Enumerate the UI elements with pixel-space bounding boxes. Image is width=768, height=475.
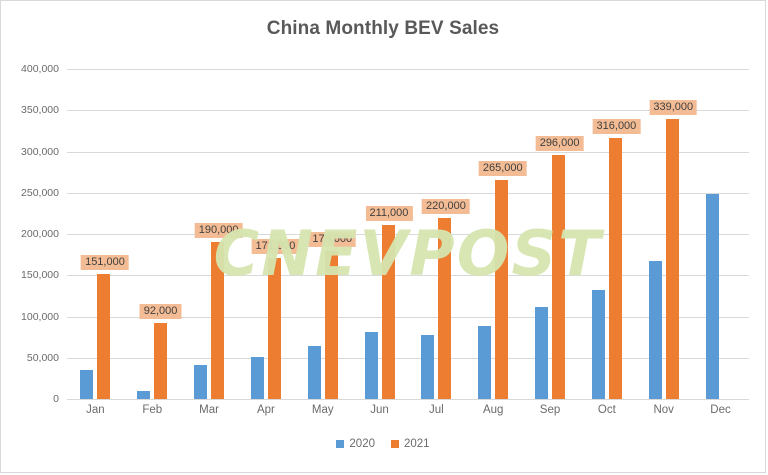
gridline <box>67 275 749 277</box>
bar-2021-may[interactable] <box>324 251 338 399</box>
x-axis-tick-label-jun: Jun <box>370 404 389 416</box>
y-axis-tick-label: 400,000 <box>21 63 59 75</box>
x-axis-tick-label-apr: Apr <box>256 404 275 416</box>
y-axis-tick-label: 150,000 <box>21 269 59 282</box>
gridline <box>67 110 749 112</box>
bar-group-jan: 151,000 <box>67 69 129 399</box>
legend-label-2020: 2020 <box>349 438 375 450</box>
bar-2021-sep[interactable] <box>552 154 566 399</box>
data-label-2021-jun: 211,000 <box>365 205 413 221</box>
gridline <box>67 151 749 153</box>
y-axis-tick-label: 300,000 <box>21 145 59 158</box>
x-axis-tick-label-jan: Jan <box>86 404 105 416</box>
bar-group-jul: 220,000 <box>408 69 470 399</box>
x-axis-line <box>67 399 749 400</box>
bar-2020-mar[interactable] <box>194 365 208 399</box>
x-axis-tick-label-feb: Feb <box>142 404 163 416</box>
data-label-2021-oct: 316,000 <box>592 119 641 135</box>
x-axis-tick-label-dec: Dec <box>710 404 731 416</box>
x-axis-tick-labels: Jan Feb Mar Apr May Jun Jul Aug Sep Oct Nov Dec <box>67 404 749 416</box>
bar-group-jun: 211,000 <box>351 69 413 399</box>
data-label-2021-nov: 339,000 <box>649 100 698 116</box>
bar-group-feb: 92,000 <box>124 69 182 399</box>
bar-2020-jan[interactable] <box>80 370 94 399</box>
bar-2021-oct[interactable] <box>608 138 622 399</box>
bar-group-dec <box>692 69 749 399</box>
bar-2021-jun[interactable] <box>381 224 395 399</box>
x-axis-tick-label-jul: Jul <box>429 404 444 416</box>
data-label-2021-jan: 151,000 <box>81 255 129 271</box>
bar-group-mar: 190,000 <box>181 69 243 399</box>
bar-2020-oct[interactable] <box>591 290 605 399</box>
bar-2020-nov[interactable] <box>648 261 662 399</box>
bar-group-nov: 339,000 <box>635 69 698 399</box>
bars-layer: 151,000 92,000 190,000 171,000 179,000 211,00… <box>67 69 749 399</box>
gridline <box>67 316 749 318</box>
y-axis-tick-label: 50,000 <box>26 351 59 364</box>
bar-2020-aug[interactable] <box>478 326 492 399</box>
y-axis-tick-label: 200,000 <box>21 228 59 240</box>
bar-2021-mar[interactable] <box>211 242 225 399</box>
gridline <box>67 192 749 194</box>
bar-2021-aug[interactable] <box>495 180 509 399</box>
bar-2021-feb[interactable] <box>154 323 168 399</box>
bar-group-sep: 296,000 <box>522 69 584 399</box>
x-axis-tick-label-oct: Oct <box>597 404 616 416</box>
bar-2020-may[interactable] <box>307 346 321 399</box>
data-label-2021-feb: 92,000 <box>139 304 182 320</box>
data-label-2021-sep: 296,000 <box>535 135 584 151</box>
legend-entry-2020[interactable]: 2020 <box>336 438 375 450</box>
bar-2021-apr[interactable] <box>267 257 281 399</box>
bar-2020-feb[interactable] <box>137 390 151 399</box>
legend-entry-2021[interactable]: 2021 <box>391 438 430 450</box>
x-axis-tick-label-nov: Nov <box>653 404 674 416</box>
bar-group-oct: 316,000 <box>578 69 641 399</box>
y-axis-tick-label: 250,000 <box>21 186 59 199</box>
plot-area: 400,000 350,000 300,000 250,000 200,000 150,0… <box>21 63 749 405</box>
data-label-2021-aug: 265,000 <box>478 161 527 177</box>
bar-2021-nov[interactable] <box>665 119 679 399</box>
bar-group-may: 179,000 <box>294 69 357 399</box>
gridline <box>67 357 749 359</box>
y-axis-tick-label: 100,000 <box>21 310 59 323</box>
bar-2021-jul[interactable] <box>438 217 452 399</box>
bar-2021-jan[interactable] <box>97 274 111 399</box>
bar-2020-jun[interactable] <box>364 332 378 399</box>
bar-2020-dec[interactable] <box>705 194 719 399</box>
chart-legend: 2020 2021 <box>1 438 765 450</box>
gridline <box>67 234 749 235</box>
chart-title: China Monthly BEV Sales <box>266 18 500 39</box>
legend-swatch-2021 <box>391 440 399 448</box>
y-axis-tick-label: 0 <box>53 393 59 405</box>
x-axis-tick-label-mar: Mar <box>199 404 219 416</box>
bar-group-apr: 171,000 <box>237 69 300 399</box>
x-axis-tick-label-sep: Sep <box>539 404 561 416</box>
legend-swatch-2020 <box>336 440 345 448</box>
bar-2020-jul[interactable] <box>421 334 435 399</box>
data-label-2021-mar: 190,000 <box>194 223 243 239</box>
data-label-2021-apr: 171,000 <box>251 238 300 254</box>
bar-group-aug: 265,000 <box>465 69 527 399</box>
data-label-2021-jul: 220,000 <box>422 198 470 214</box>
x-axis-tick-label-may: May <box>311 404 334 416</box>
legend-label-2021: 2021 <box>404 438 430 450</box>
bar-2020-apr[interactable] <box>250 356 264 399</box>
data-label-2021-may: 179,000 <box>308 232 357 248</box>
gridline <box>67 69 749 70</box>
y-axis-tick-label: 350,000 <box>21 104 59 117</box>
x-axis-tick-label-aug: Aug <box>482 404 504 416</box>
bar-2020-sep[interactable] <box>535 306 549 399</box>
